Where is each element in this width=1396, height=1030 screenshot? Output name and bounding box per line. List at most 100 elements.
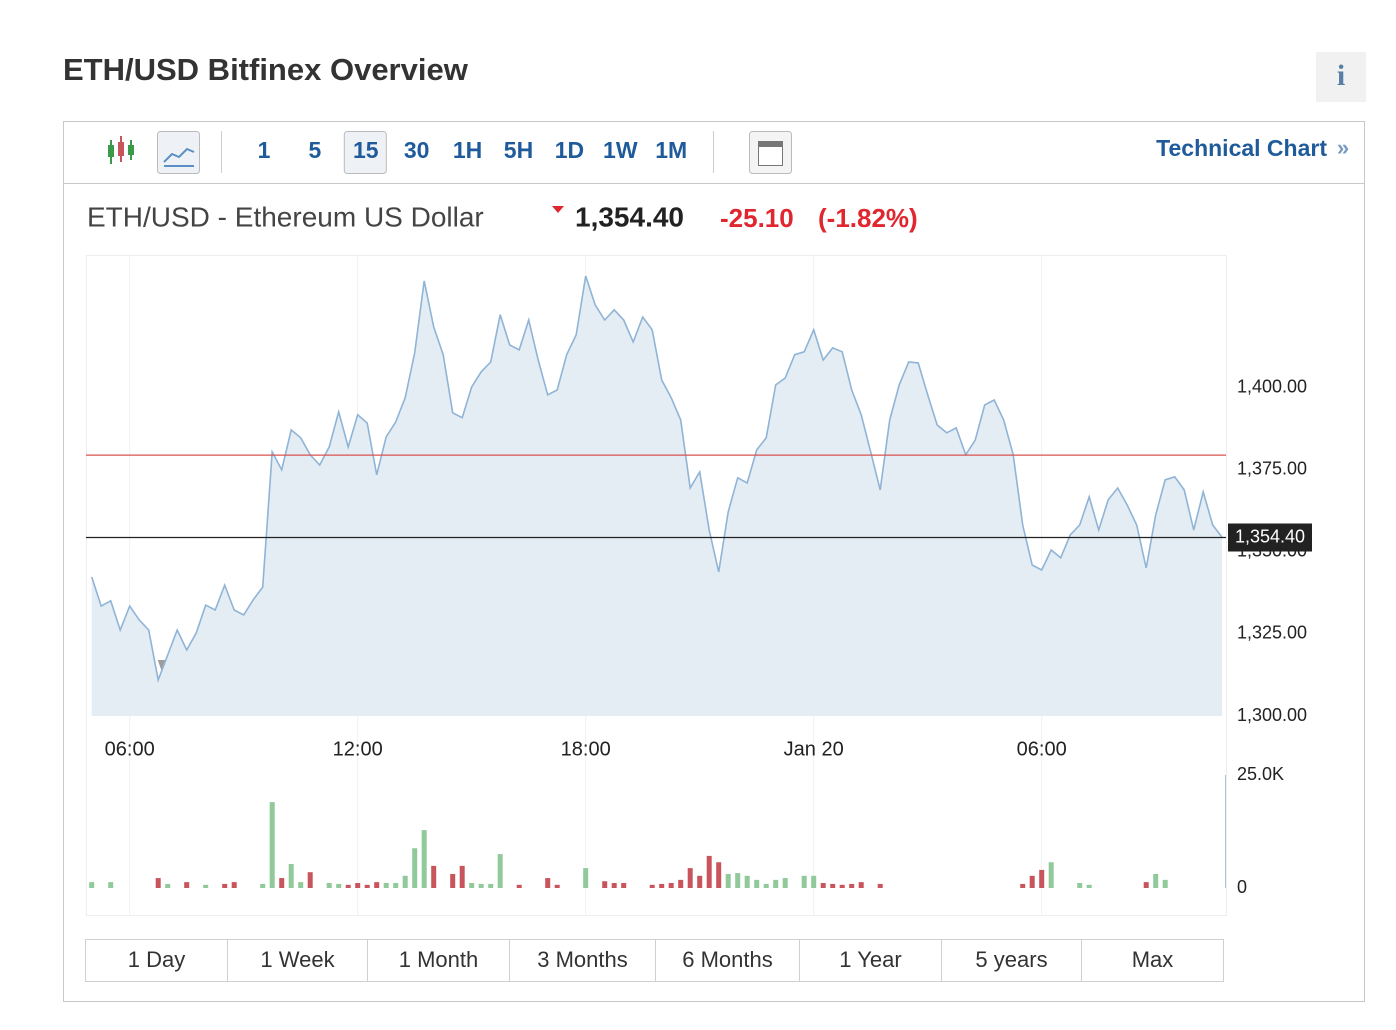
candle-icon[interactable] [108, 136, 134, 164]
x-tick-label: 18:00 [561, 738, 611, 760]
x-tick-label: 06:00 [1017, 738, 1067, 760]
plot-frame [86, 255, 1227, 916]
volume-bar [706, 855, 712, 888]
volume-bar [1048, 862, 1054, 888]
volume-bar [383, 883, 389, 888]
volume-bar [602, 881, 608, 888]
volume-bar [364, 884, 370, 888]
range-button[interactable] [799, 939, 942, 982]
volume-bar [659, 883, 665, 888]
volume-bar [735, 873, 741, 888]
range-button[interactable] [1081, 939, 1224, 982]
volume-bar [545, 878, 551, 888]
interval-active [343, 131, 387, 174]
table-icon-head [759, 142, 782, 147]
volume-bar [687, 868, 693, 888]
volume-bar [839, 884, 845, 888]
volume-bar [801, 875, 807, 888]
volume-bar [668, 883, 674, 888]
volume-bar [725, 873, 731, 888]
volume-bar [1143, 882, 1149, 888]
volume-bar [165, 883, 171, 888]
volume-bar [678, 879, 684, 888]
volume-bar [820, 883, 826, 888]
volume-bar [307, 872, 313, 888]
range-button[interactable] [85, 939, 228, 982]
info-button[interactable] [1316, 52, 1366, 102]
volume-bar [858, 882, 864, 888]
price-tag-label: 1,354.40 [1235, 526, 1305, 546]
interval-button[interactable]: 1H [453, 137, 482, 163]
page-title: ETH/USD Bitfinex Overview [63, 52, 469, 87]
y-tick-label: 25.0K [1237, 764, 1284, 784]
quote-name: ETH/USD - Ethereum US Dollar [87, 201, 484, 232]
volume-bar [231, 882, 237, 888]
line-icon [163, 147, 195, 163]
x-tick-label: 06:00 [105, 738, 155, 760]
more-symbol[interactable]: » [1337, 135, 1349, 160]
volume-bar [459, 865, 465, 888]
interval-button[interactable]: 5H [504, 137, 533, 163]
range-label[interactable]: 1 Year [839, 947, 901, 972]
volume-bar [478, 883, 484, 888]
range-button[interactable] [509, 939, 656, 982]
volume-bar [89, 882, 95, 888]
range-button[interactable] [367, 939, 510, 982]
interval-button[interactable]: 1D [555, 137, 584, 163]
volume-bar [421, 830, 427, 888]
range-label[interactable]: 3 Months [537, 947, 628, 972]
volume-bar [516, 884, 522, 888]
interval-button[interactable]: 30 [404, 137, 430, 163]
range-label[interactable]: Max [1132, 947, 1174, 972]
range-button[interactable] [227, 939, 368, 982]
volume-bar [298, 882, 304, 888]
volume-bar [830, 883, 836, 888]
interval-button[interactable]: 1M [655, 137, 687, 163]
volume-bar [1039, 869, 1045, 888]
y-tick-label: 1,325.00 [1237, 623, 1307, 643]
interval-button[interactable]: 15 [353, 137, 379, 163]
volume-bar [1029, 875, 1035, 888]
range-button[interactable] [941, 939, 1082, 982]
range-label[interactable]: 6 Months [682, 947, 773, 972]
interval-button[interactable]: 5 [309, 137, 322, 163]
volume-bar [583, 868, 589, 888]
range-label[interactable]: 1 Day [128, 947, 185, 972]
area [91, 276, 1223, 716]
x-tick-label: 12:00 [333, 738, 383, 760]
volume-bar [554, 884, 560, 888]
x-tick-label: Jan 20 [784, 738, 844, 760]
info-icon[interactable]: i [1337, 59, 1345, 92]
y-tick-label: 0 [1237, 877, 1247, 897]
down-arrow [552, 206, 564, 213]
volume-bar [773, 879, 779, 888]
volume-bar [811, 875, 817, 888]
technical-chart-link[interactable]: Technical Chart [1156, 135, 1327, 161]
interval-button[interactable]: 1 [258, 137, 271, 163]
price-line [90, 275, 1223, 683]
volume-bar [782, 878, 788, 888]
volume-bar [269, 802, 275, 888]
volume-bar [469, 883, 475, 888]
volume-bar [412, 848, 418, 888]
range-label[interactable]: 5 years [975, 947, 1047, 972]
volume-bar [260, 883, 266, 888]
volume-bar [203, 884, 209, 888]
line-icon-button[interactable] [157, 131, 200, 174]
volume-bar [326, 883, 332, 888]
quote-change: -25.10 [720, 203, 794, 233]
y-tick-label: 1,300.00 [1237, 705, 1307, 725]
volume-bar [288, 864, 294, 888]
volume-bar [488, 883, 494, 888]
volume-bar [1086, 884, 1092, 888]
interval-button[interactable]: 1W [603, 137, 638, 163]
quote-price: 1,354.40 [575, 201, 684, 232]
volume-bar [1153, 873, 1159, 888]
range-button[interactable] [655, 939, 800, 982]
widget-frame [63, 121, 1365, 1002]
volume-bar [697, 875, 703, 888]
range-label[interactable]: 1 Week [260, 947, 335, 972]
volume-bar [450, 873, 456, 888]
range-label[interactable]: 1 Month [399, 947, 479, 972]
